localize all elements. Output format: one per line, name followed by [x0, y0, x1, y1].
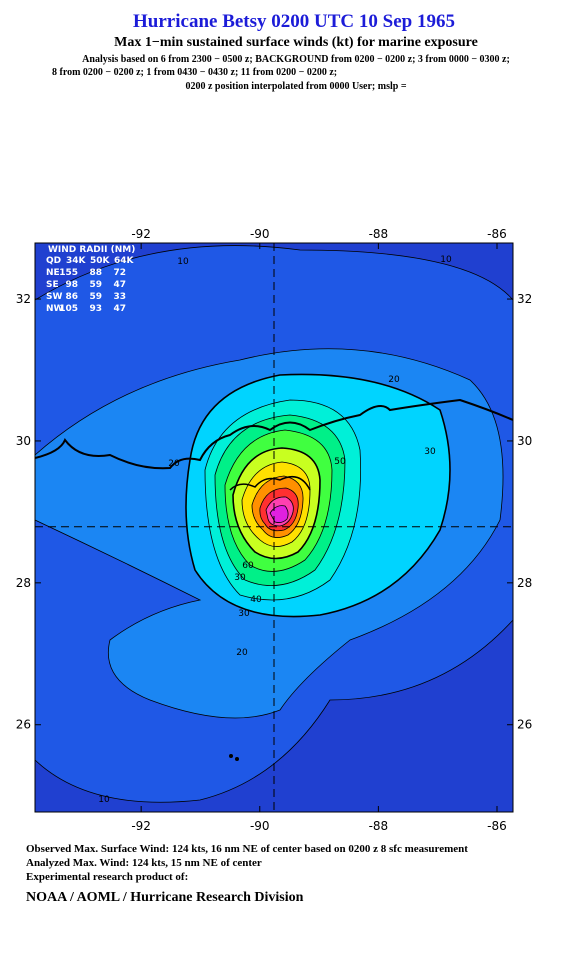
- y-tick-label: 28: [16, 576, 31, 590]
- wind-radii-table: WIND RADII (NM)QD 34K 50K 64K NE 155 88 72 SE 98 5…: [46, 245, 135, 314]
- wind-radii-cell: NE: [46, 268, 60, 278]
- y-tick-label: 26: [517, 718, 532, 732]
- contour-label: 30: [238, 609, 250, 619]
- wind-radii-title: WIND RADII (NM): [48, 245, 135, 255]
- wind-radii-cell: 72: [113, 268, 126, 278]
- contour-label: 60: [242, 561, 254, 571]
- wind-radii-cell: NW: [46, 304, 64, 314]
- contour-label: 10: [98, 795, 110, 805]
- subtitle: Max 1−min sustained surface winds (kt) f…: [114, 35, 478, 50]
- x-tick-label: -90: [250, 227, 270, 241]
- analysis-line: 0200 z position interpolated from 0000 U…: [185, 81, 406, 92]
- contour-label: 50: [334, 457, 346, 467]
- contour-label: 10: [440, 255, 452, 265]
- analysis-line: Analysis based on 6 from 2300 − 0500 z; …: [82, 54, 510, 65]
- x-tick-label: -92: [131, 227, 151, 241]
- wind-radii-header: 50K: [90, 256, 111, 266]
- wind-radii-cell: 93: [89, 304, 102, 314]
- y-tick-label: 32: [517, 292, 532, 306]
- wind-radii-header: 34K: [66, 256, 87, 266]
- contour-label: 30: [234, 573, 246, 583]
- y-tick-label: 32: [16, 292, 31, 306]
- x-tick-label: -86: [487, 227, 507, 241]
- credit: NOAA / AOML / Hurricane Research Divisio…: [26, 890, 304, 905]
- y-tick-label: 30: [16, 434, 31, 448]
- x-tick-label: -92: [131, 819, 151, 833]
- wind-radii-header: QD: [46, 256, 61, 266]
- wind-radii-cell: 59: [89, 280, 102, 290]
- x-tick-label: -86: [487, 819, 507, 833]
- x-tick-label: -88: [369, 227, 389, 241]
- wind-radii-cell: 47: [113, 280, 126, 290]
- contour-label: 20: [236, 648, 248, 658]
- x-tick-label: -88: [369, 819, 389, 833]
- title: Hurricane Betsy 0200 UTC 10 Sep 1965: [133, 11, 455, 32]
- wind-radii-header: 64K: [114, 256, 135, 266]
- x-tick-label: -90: [250, 819, 270, 833]
- contour-label: 40: [250, 595, 262, 605]
- contour-label: 30: [424, 447, 436, 457]
- footer-line: Observed Max. Surface Wind: 124 kts, 16 …: [26, 843, 468, 855]
- analysis-line: 8 from 0200 − 0200 z; 1 from 0430 − 0430…: [52, 67, 337, 78]
- footer-line: Analyzed Max. Wind: 124 kts, 15 nm NE of…: [26, 857, 262, 869]
- contour-label: 20: [388, 375, 400, 385]
- contour-label: 20: [168, 459, 180, 469]
- y-tick-label: 28: [517, 576, 532, 590]
- wind-radii-cell: 86: [65, 292, 78, 302]
- wind-radii-cell: 105: [59, 304, 78, 314]
- wind-radii-cell: SW: [46, 292, 62, 302]
- wind-radii-cell: 33: [113, 292, 126, 302]
- wind-radii-cell: 155: [59, 268, 78, 278]
- wind-radii-cell: 59: [89, 292, 102, 302]
- wind-radii-cell: 88: [89, 268, 102, 278]
- wind-radii-cell: 98: [65, 280, 78, 290]
- y-tick-label: 26: [16, 718, 31, 732]
- wind-radii-cell: 47: [113, 304, 126, 314]
- footer-line: Experimental research product of:: [26, 871, 188, 883]
- y-tick-label: 30: [517, 434, 532, 448]
- contour-label: 10: [177, 257, 189, 267]
- wind-radii-cell: SE: [46, 280, 59, 290]
